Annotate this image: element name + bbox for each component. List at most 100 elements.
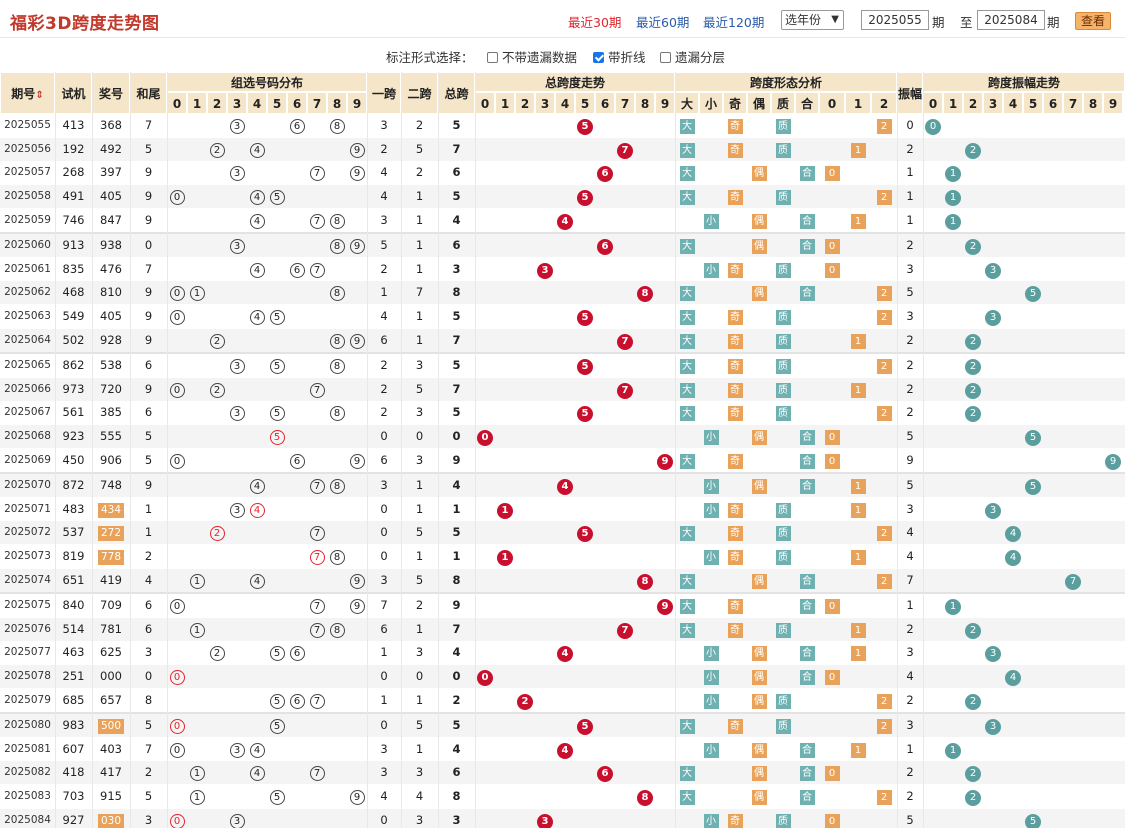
span-ball: 2 — [517, 693, 533, 710]
shape-mark: 2 — [876, 286, 892, 302]
group-digit-mark: 6 — [289, 693, 305, 709]
shape-cell: 小 — [699, 209, 723, 232]
amp-ball: 2 — [965, 766, 981, 783]
trend-digit-header: 6 — [595, 92, 615, 114]
group-digit-cell: 4 — [247, 138, 267, 161]
group-digit-cell: 9 — [347, 138, 367, 161]
period-link-60[interactable]: 最近60期 — [636, 15, 690, 30]
group-digit-cell: 7 — [307, 474, 327, 497]
group-digit-cell: 0 — [167, 738, 187, 761]
group-digit-cell: 7 — [307, 521, 327, 544]
shape-mark: 大 — [679, 573, 695, 589]
group-digit-mark: 1 — [189, 766, 205, 782]
shape-cell: 2 — [871, 114, 897, 137]
group-digit-cell — [227, 689, 247, 712]
shape-cell: 合 — [795, 594, 819, 617]
span1-cell: 1 — [380, 645, 388, 660]
trial-cell: 746 — [62, 212, 85, 227]
group-digit-cell: 8 — [327, 401, 347, 424]
group-digit-cell: 6 — [287, 449, 307, 472]
shape-mark: 0 — [824, 766, 840, 782]
group-digit-mark: 8 — [329, 359, 345, 374]
group-digit-mark: 0 — [169, 190, 185, 206]
group-digit-cell: 0 — [167, 185, 187, 208]
group-digit-cell — [347, 401, 367, 424]
group-digit-cell — [307, 498, 327, 521]
column-divider — [55, 72, 56, 828]
shape-cell: 奇 — [723, 401, 747, 424]
group-digit-cell — [347, 378, 367, 401]
tail-cell: 9 — [144, 332, 153, 347]
shape-mark: 0 — [824, 239, 840, 254]
amp-cell: 5 — [906, 429, 914, 444]
prize-cell: 657 — [100, 692, 122, 707]
option-no-omit[interactable]: 不带遗漏数据 — [487, 47, 577, 66]
option-with-line[interactable]: 带折线 — [593, 47, 646, 66]
col-tail-header: 和尾 — [130, 72, 167, 114]
tail-cell: 5 — [144, 141, 153, 156]
group-digit-cell: 9 — [347, 594, 367, 617]
query-button[interactable]: 查看 — [1075, 12, 1111, 30]
issue-cell: 2025080 — [4, 719, 51, 731]
span2-cell: 1 — [415, 332, 424, 347]
shape-cell: 小 — [699, 474, 723, 497]
trial-cell: 927 — [62, 812, 85, 827]
checkbox-icon[interactable] — [660, 52, 671, 63]
period-link-120[interactable]: 最近120期 — [703, 15, 765, 30]
shape-cell: 质 — [771, 689, 795, 712]
group-digit-cell — [187, 305, 207, 328]
trial-cell: 923 — [62, 429, 85, 444]
amp-ball: 4 — [1005, 550, 1021, 567]
group-digit-cell — [247, 689, 267, 712]
trend-digit-header: 3 — [535, 92, 555, 114]
year-select[interactable]: 选年份 ▼ — [781, 10, 844, 30]
shape-mark: 2 — [876, 406, 892, 422]
group-digit-cell: 8 — [327, 545, 347, 568]
issue-cell: 2025083 — [4, 790, 51, 803]
group-digit-cell — [247, 594, 267, 617]
group-digit-mark: 0 — [169, 670, 185, 686]
span1-cell: 3 — [380, 572, 388, 587]
from-issue-input[interactable]: 2025055 — [861, 10, 929, 30]
prize-cell: 492 — [100, 141, 122, 156]
period-link-30[interactable]: 最近30期 — [568, 15, 622, 30]
shape-sub-header: 大 — [675, 92, 699, 114]
group-digit-cell — [187, 378, 207, 401]
amp-trend-cell: 4 — [1003, 545, 1023, 568]
checkbox-icon[interactable] — [487, 52, 498, 63]
shape-mark: 小 — [703, 646, 719, 662]
group-digit-cell: 3 — [227, 114, 247, 137]
to-issue-input[interactable]: 2025084 — [977, 10, 1045, 30]
amp-cell: 3 — [906, 309, 914, 324]
shape-cell: 2 — [871, 354, 897, 377]
option-omit-layer[interactable]: 遗漏分层 — [660, 47, 725, 66]
shape-mark: 偶 — [751, 213, 767, 229]
shape-mark: 大 — [679, 599, 695, 614]
total-span-cell: 8 — [452, 285, 461, 300]
group-separator — [0, 711, 1125, 714]
total-trend-cell: 5 — [575, 114, 595, 137]
span1-cell: 2 — [380, 261, 388, 276]
amp-cell: 2 — [906, 358, 914, 372]
group-digit-mark: 5 — [269, 646, 285, 662]
top-bar: 福彩3D跨度走势图 最近30期 最近60期 最近120期 选年份 ▼ 20250… — [0, 0, 1125, 38]
table-row: 2025077 463 625 3 2 5 6 1 3 4 4 小 偶 合 1 3 3 — [0, 641, 1125, 664]
issue-cell: 2025065 — [4, 359, 51, 371]
shape-mark: 0 — [824, 430, 840, 446]
shape-cell: 质 — [771, 138, 795, 161]
group-digit-cell — [227, 665, 247, 688]
shape-cell: 小 — [699, 809, 723, 828]
amp-cell: 4 — [906, 669, 914, 684]
total-span-cell: 7 — [452, 332, 461, 347]
sort-icon[interactable]: ⇕ — [35, 90, 44, 101]
group-digit-cell — [327, 425, 347, 448]
total-trend-cell: 7 — [615, 378, 635, 401]
trial-cell: 973 — [62, 381, 85, 396]
shape-mark: 质 — [775, 526, 791, 542]
checkbox-checked-icon[interactable] — [593, 52, 604, 63]
amp-trend-cell: 2 — [963, 689, 983, 712]
column-divider — [367, 72, 368, 828]
shape-cell: 0 — [819, 425, 845, 448]
group-digit-cell — [267, 665, 287, 688]
prize-cell: 555 — [100, 429, 122, 444]
